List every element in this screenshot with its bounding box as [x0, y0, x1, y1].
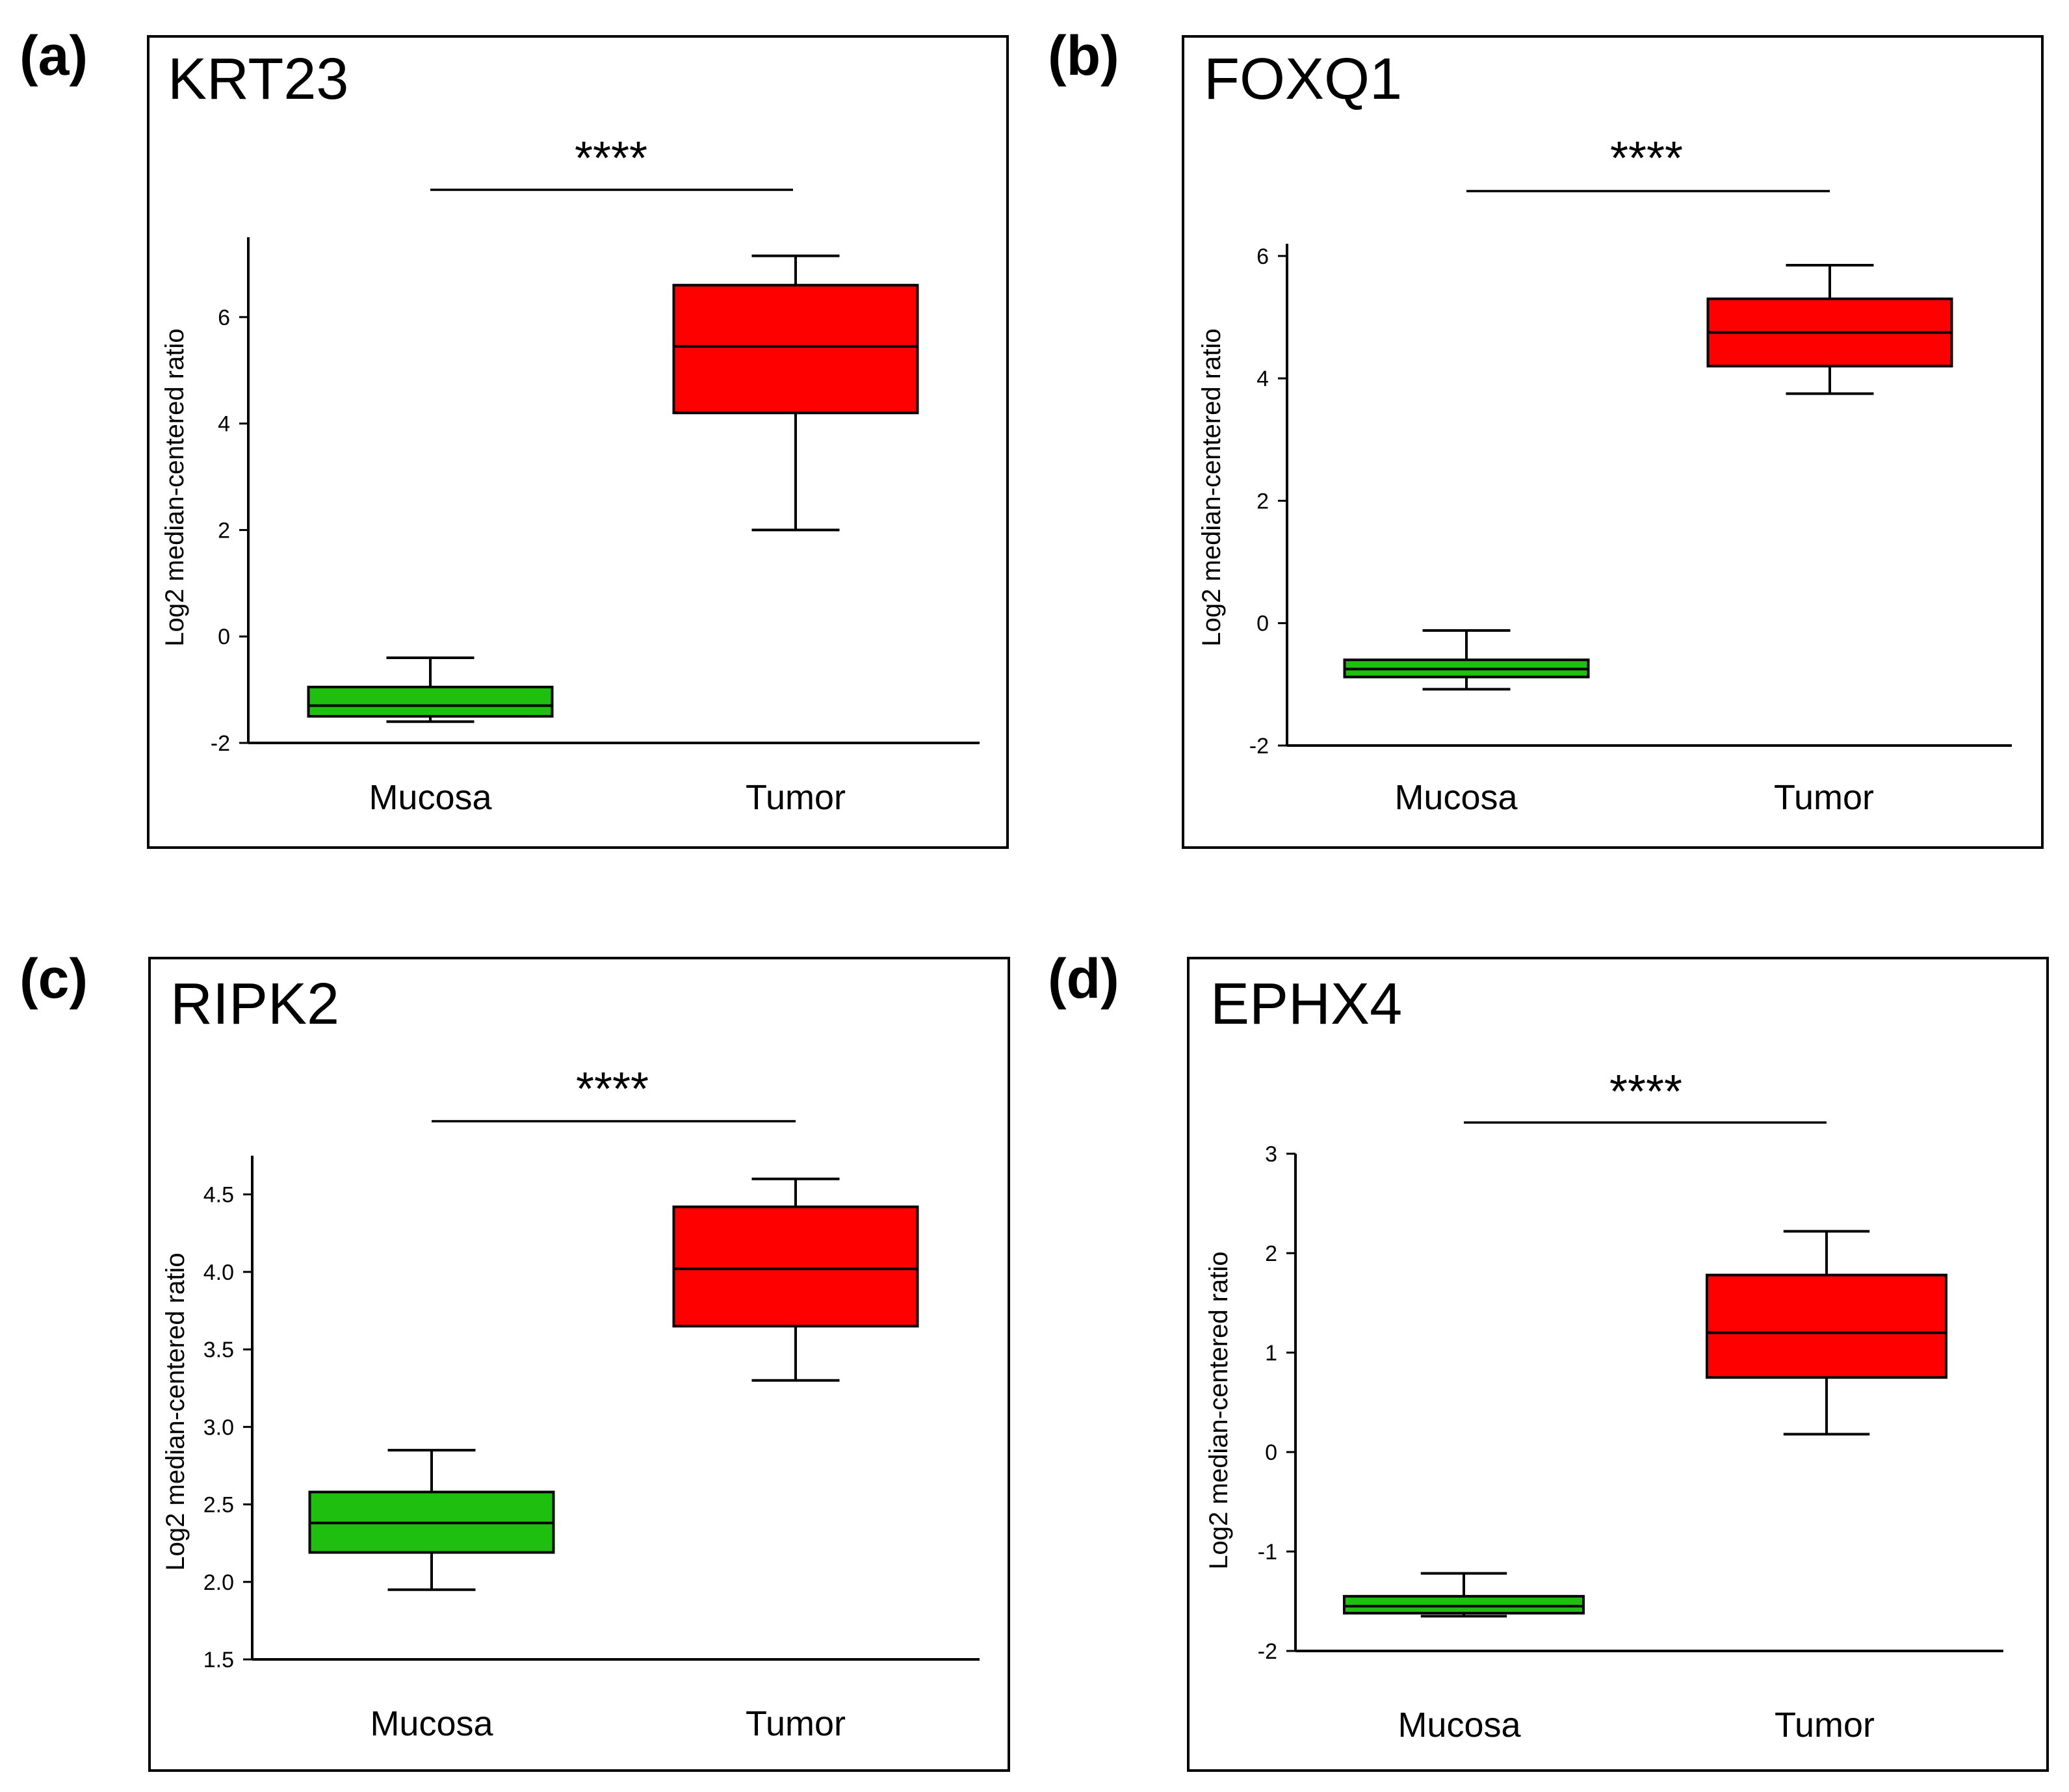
panel-a: (a) KRT23 **** Log2 median-centered rati…	[20, 25, 1009, 849]
y-axis-label: Log2 median-centered ratio	[1204, 1251, 1233, 1569]
y-tick-label: 3.0	[203, 1415, 234, 1440]
tumor-box	[672, 1205, 919, 1328]
chart-title: EPHX4	[1210, 972, 1402, 1037]
y-tick-label: 6	[218, 305, 230, 330]
significance-label: ****	[1610, 133, 1683, 185]
y-tick-label: 0	[1265, 1440, 1277, 1465]
y-tick-label: 2	[218, 518, 230, 543]
significance-label: ****	[576, 1063, 649, 1115]
y-axis-label: Log2 median-centered ratio	[1197, 328, 1226, 646]
box-plots	[307, 254, 919, 723]
panel-frame	[148, 957, 1010, 1772]
y-tick-label: 4.0	[203, 1260, 234, 1285]
y-tick-label: -1	[1258, 1540, 1277, 1565]
y-tick-label: 0	[1256, 612, 1269, 636]
tumor-box	[672, 283, 919, 415]
chart-title: KRT23	[168, 47, 348, 112]
panel-letter: (b)	[1048, 25, 1119, 87]
tumor-box	[1706, 1273, 1947, 1379]
y-ticks: -2 0 2 4 6	[1249, 244, 1287, 759]
panel-letter: (c)	[20, 948, 88, 1010]
y-tick-label: 2	[1265, 1241, 1277, 1266]
panel-letter: (a)	[20, 25, 88, 87]
category-label-mucosa: Mucosa	[369, 778, 492, 817]
y-axis-label: Log2 median-centered ratio	[161, 1253, 190, 1570]
y-tick-label: 2	[1256, 489, 1269, 513]
y-tick-label: -2	[1258, 1639, 1277, 1664]
panel-letter: (d)	[1048, 948, 1119, 1010]
y-tick-label: -2	[1249, 734, 1269, 759]
chart-title: FOXQ1	[1204, 47, 1402, 112]
category-label-tumor: Tumor	[1775, 1706, 1875, 1745]
y-axis-label: Log2 median-centered ratio	[161, 328, 189, 646]
y-ticks: -2 0 2 4 6	[211, 305, 248, 756]
category-label-mucosa: Mucosa	[1398, 1706, 1521, 1745]
box-plots	[1343, 1230, 1947, 1618]
y-tick-label: 1.5	[203, 1648, 234, 1672]
mucosa-box	[307, 686, 554, 718]
y-tick-label: 4	[218, 412, 230, 437]
y-tick-label: 1	[1265, 1341, 1277, 1366]
y-tick-label: 0	[218, 625, 230, 649]
significance-label: ****	[1609, 1066, 1682, 1118]
category-label-tumor: Tumor	[746, 778, 846, 817]
box-plots	[1343, 263, 1953, 691]
y-tick-label: 6	[1256, 244, 1269, 269]
y-ticks: -2 -1 0 1 2 3	[1258, 1142, 1295, 1664]
y-ticks: 1.5 2.0 2.5 3.0 3.5 4.0 4.5	[203, 1183, 252, 1672]
y-tick-label: 4	[1256, 367, 1269, 391]
category-label-mucosa: Mucosa	[1394, 778, 1518, 817]
panel-frame	[147, 35, 1009, 849]
category-label-mucosa: Mucosa	[370, 1704, 493, 1743]
panel-frame	[1182, 35, 2044, 849]
panel-d: (d) EPHX4 **** Log2 median-centered rati…	[1048, 948, 2049, 1772]
category-label-tumor: Tumor	[746, 1704, 846, 1743]
chart-title: RIPK2	[170, 972, 339, 1037]
y-tick-label: 3.5	[203, 1338, 234, 1362]
category-label-tumor: Tumor	[1774, 778, 1874, 817]
y-tick-label: 3	[1265, 1142, 1277, 1167]
y-tick-label: 2.5	[203, 1493, 234, 1518]
y-tick-label: 4.5	[203, 1183, 234, 1208]
box-plots	[308, 1177, 919, 1591]
y-tick-label: 2.0	[203, 1570, 234, 1595]
panel-frame	[1187, 957, 2049, 1772]
mucosa-box	[1343, 1594, 1585, 1615]
y-tick-label: -2	[211, 731, 230, 756]
significance-label: ****	[575, 133, 647, 185]
panel-c: (c) RIPK2 **** Log2 median-centered rati…	[20, 948, 1010, 1772]
panel-b: (b) FOXQ1 **** Log2 median-centered rati…	[1048, 25, 2044, 849]
